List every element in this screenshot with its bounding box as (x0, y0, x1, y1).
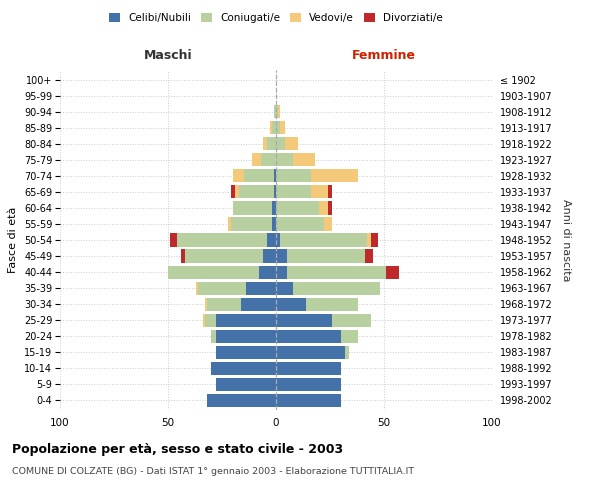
Bar (311, 170, 358, 182)
Bar (252, 153, 261, 166)
Bar (371, 234, 377, 246)
Bar (215, 346, 276, 359)
Bar (185, 250, 263, 262)
Bar (263, 250, 276, 262)
Bar (276, 137, 284, 150)
Bar (276, 282, 293, 294)
Bar (241, 298, 276, 310)
Bar (276, 362, 341, 375)
Bar (276, 105, 278, 118)
Bar (239, 186, 274, 198)
Bar (365, 250, 373, 262)
Bar (269, 121, 272, 134)
Bar (170, 234, 176, 246)
Bar (274, 105, 276, 118)
Bar (274, 186, 276, 198)
Bar (268, 234, 276, 246)
Bar (328, 186, 332, 198)
Bar (203, 314, 205, 327)
Bar (176, 234, 268, 246)
Bar (341, 330, 358, 343)
Bar (211, 330, 215, 343)
Bar (276, 218, 323, 230)
Bar (280, 121, 284, 134)
Bar (230, 186, 235, 198)
Bar (230, 218, 272, 230)
Bar (276, 153, 293, 166)
Bar (229, 218, 230, 230)
Text: Popolazione per età, sesso e stato civile - 2003: Popolazione per età, sesso e stato civil… (12, 442, 343, 456)
Bar (276, 202, 319, 214)
Text: COMUNE DI COLZATE (BG) - Dati ISTAT 1° gennaio 2003 - Elaborazione TUTTITALIA.IT: COMUNE DI COLZATE (BG) - Dati ISTAT 1° g… (12, 468, 414, 476)
Bar (215, 378, 276, 391)
Bar (276, 378, 341, 391)
Bar (205, 314, 215, 327)
Bar (207, 298, 241, 310)
Bar (293, 282, 380, 294)
Bar (287, 250, 365, 262)
Bar (276, 314, 332, 327)
Bar (233, 170, 244, 182)
Bar (272, 202, 276, 214)
Text: Femmine: Femmine (352, 49, 416, 62)
Bar (280, 234, 367, 246)
Bar (168, 266, 259, 278)
Bar (272, 218, 276, 230)
Bar (244, 170, 274, 182)
Bar (274, 170, 276, 182)
Bar (215, 314, 276, 327)
Bar (276, 121, 280, 134)
Y-axis label: Fasce di età: Fasce di età (8, 207, 19, 273)
Bar (276, 346, 345, 359)
Bar (259, 266, 276, 278)
Bar (261, 153, 276, 166)
Legend: Celibi/Nubili, Coniugati/e, Vedovi/e, Divorziati/e: Celibi/Nubili, Coniugati/e, Vedovi/e, Di… (106, 10, 446, 26)
Bar (211, 362, 276, 375)
Bar (328, 202, 332, 214)
Bar (272, 121, 276, 134)
Bar (205, 298, 207, 310)
Bar (196, 282, 198, 294)
Bar (367, 234, 371, 246)
Bar (323, 218, 332, 230)
Bar (276, 298, 306, 310)
Bar (233, 202, 272, 214)
Bar (276, 394, 341, 407)
Bar (293, 153, 315, 166)
Bar (332, 314, 371, 327)
Bar (311, 186, 328, 198)
Bar (207, 394, 276, 407)
Bar (345, 346, 349, 359)
Bar (215, 330, 276, 343)
Bar (276, 186, 311, 198)
Bar (263, 137, 268, 150)
Bar (276, 266, 287, 278)
Y-axis label: Anni di nascita: Anni di nascita (561, 198, 571, 281)
Bar (276, 234, 280, 246)
Bar (386, 266, 399, 278)
Bar (246, 282, 276, 294)
Bar (276, 170, 311, 182)
Bar (284, 137, 298, 150)
Bar (278, 105, 280, 118)
Bar (268, 137, 276, 150)
Bar (306, 298, 358, 310)
Text: Maschi: Maschi (143, 49, 193, 62)
Bar (287, 266, 386, 278)
Bar (198, 282, 246, 294)
Bar (276, 330, 341, 343)
Bar (235, 186, 239, 198)
Bar (319, 202, 328, 214)
Bar (181, 250, 185, 262)
Bar (276, 250, 287, 262)
